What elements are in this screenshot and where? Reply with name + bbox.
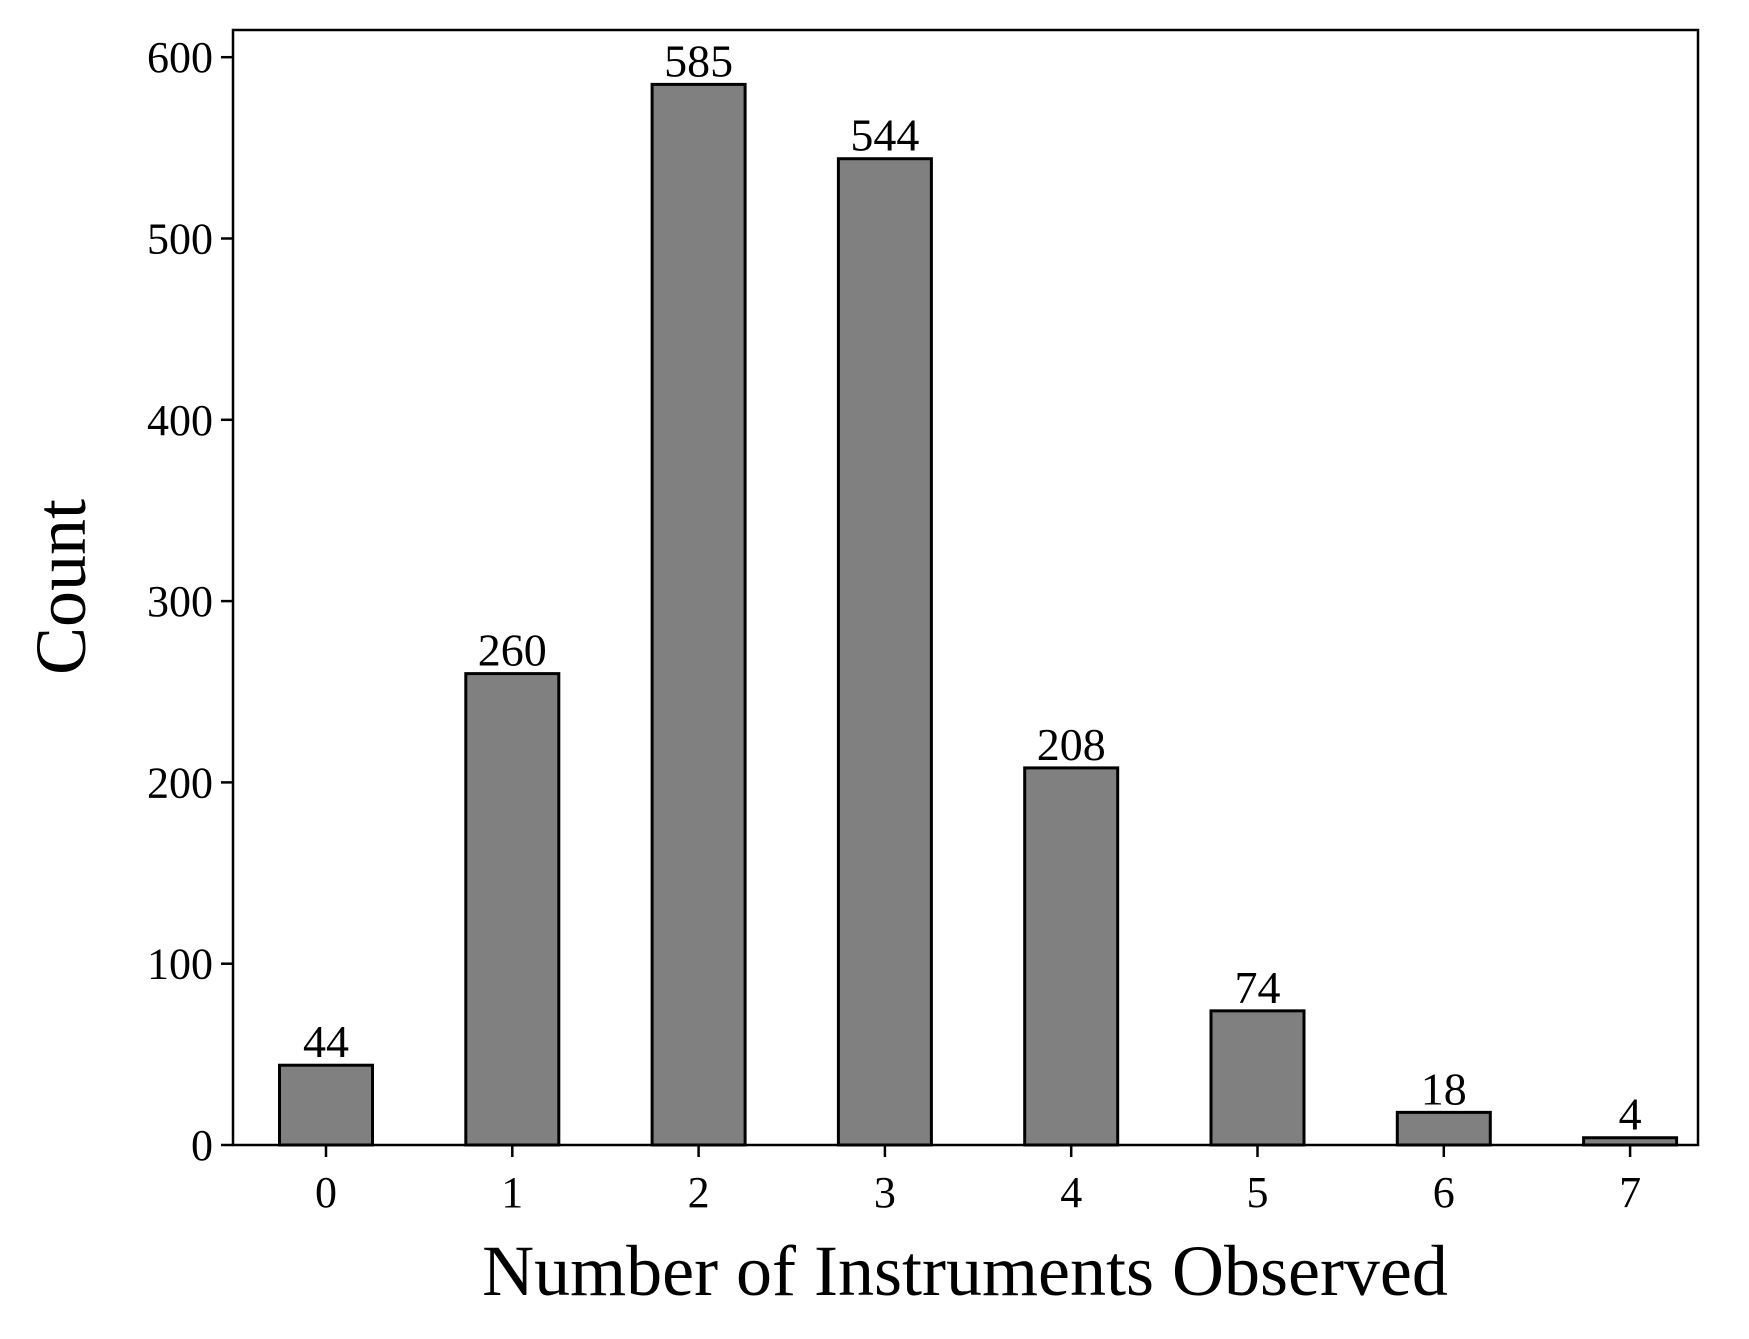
y-axis-title: Count <box>21 499 101 675</box>
y-tick-label: 100 <box>147 940 213 989</box>
bar-2 <box>650 82 747 1147</box>
bar-4 <box>1023 766 1120 1147</box>
y-tick-label: 0 <box>191 1121 213 1170</box>
x-tick-label: 2 <box>688 1168 710 1217</box>
bar-0 <box>278 1063 374 1147</box>
y-tick-label: 400 <box>147 396 213 445</box>
y-tick-label: 200 <box>147 758 213 807</box>
plot-frame <box>231 28 1700 1147</box>
x-tick-label: 0 <box>315 1168 337 1217</box>
x-tick-label: 7 <box>1619 1168 1641 1217</box>
bar-5 <box>1209 1009 1306 1147</box>
bar-1 <box>464 672 561 1147</box>
y-axis: 0 100 200 300 400 500 600 <box>147 33 233 1170</box>
bar-data-label: 544 <box>850 110 919 161</box>
x-axis-title: Number of Instruments Observed <box>482 1231 1448 1311</box>
bar-3 <box>836 157 933 1147</box>
y-tick-label: 600 <box>147 33 213 82</box>
y-tick-label: 500 <box>147 214 213 263</box>
x-tick-label: 3 <box>874 1168 896 1217</box>
x-tick-label: 4 <box>1060 1168 1082 1217</box>
x-tick-label: 1 <box>501 1168 523 1217</box>
x-axis: 0 1 2 3 4 5 6 7 <box>315 1145 1641 1217</box>
bar-data-label: 585 <box>664 35 733 86</box>
bar-data-label: 208 <box>1037 719 1106 770</box>
bar-data-label: 18 <box>1421 1063 1467 1114</box>
y-tick-label: 300 <box>147 577 213 626</box>
bar-data-label: 74 <box>1235 962 1281 1013</box>
bar-6 <box>1395 1110 1492 1147</box>
x-tick-label: 6 <box>1433 1168 1455 1217</box>
bar-labels-group: 44 260 585 544 208 74 18 4 <box>303 35 1642 1139</box>
bar-data-label: 260 <box>478 625 547 676</box>
x-tick-label: 5 <box>1247 1168 1269 1217</box>
bars-group <box>278 82 1679 1147</box>
bar-data-label: 4 <box>1619 1089 1642 1140</box>
bar-data-label: 44 <box>303 1016 349 1067</box>
